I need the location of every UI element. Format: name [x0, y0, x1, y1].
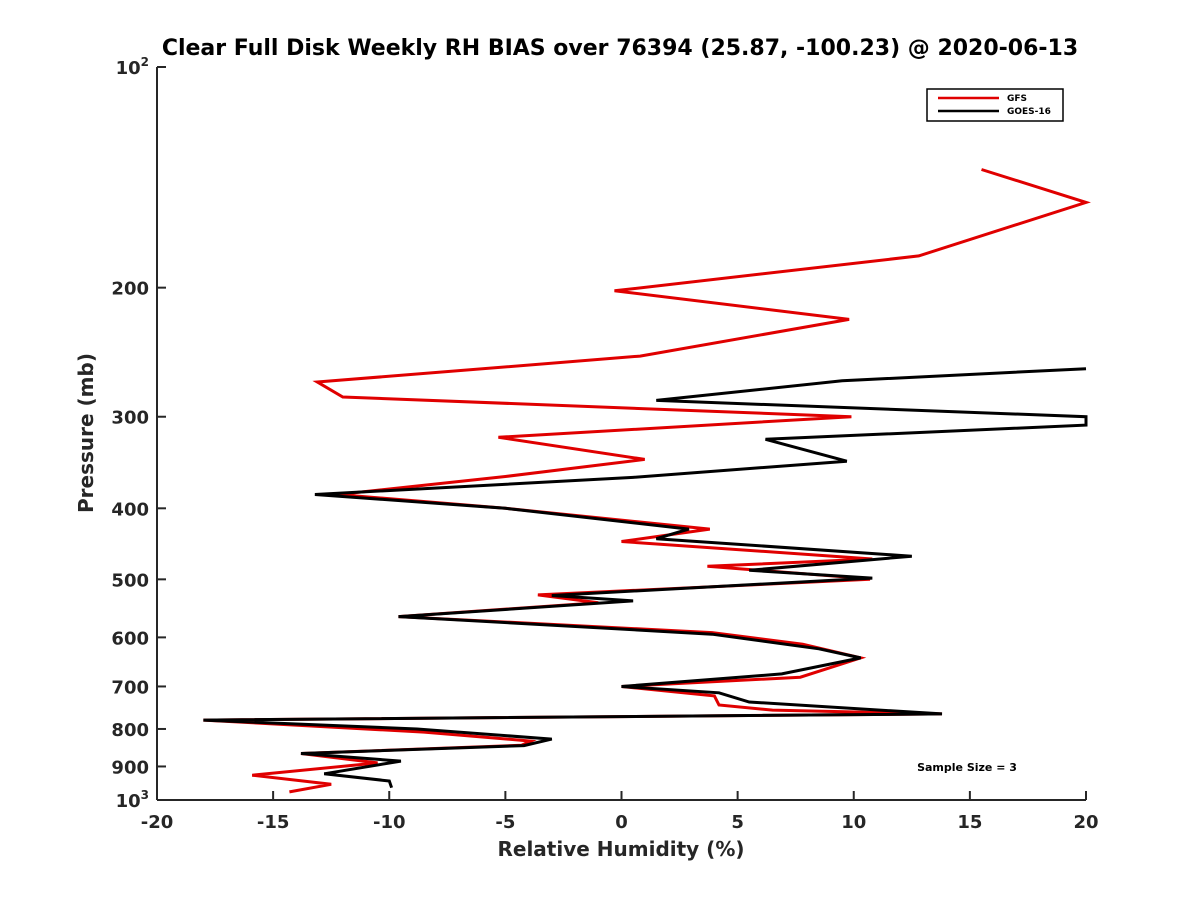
series-line-goes-16 — [203, 367, 1088, 789]
legend-box — [926, 88, 1064, 122]
x-tick-label: 0 — [615, 812, 628, 833]
x-tick-label: 10 — [841, 812, 866, 833]
x-tick-label: -15 — [257, 812, 290, 833]
x-tick-label: 15 — [957, 812, 982, 833]
x-tick-label: 5 — [731, 812, 744, 833]
plot-series — [203, 168, 1091, 794]
y-tick-label: 500 — [111, 570, 149, 591]
y-tick-label: 900 — [111, 757, 149, 778]
y-tick-label: 800 — [111, 720, 149, 741]
x-tick-label: -5 — [495, 812, 515, 833]
y-tick-label: 102 — [116, 55, 149, 79]
y-tick-label: 300 — [111, 408, 149, 429]
series-line-gfs — [203, 168, 1091, 794]
axes: -20 -15 -10 -5 0 5 10 15 20 102 200 300 400 500 600 700… — [111, 55, 1098, 833]
y-tick-label: 400 — [111, 499, 149, 520]
x-axis-label: Relative Humidity (%) — [497, 837, 744, 861]
legend: GFS GOES-16 — [926, 88, 1064, 122]
sample-size-annotation: Sample Size = 3 — [917, 761, 1017, 774]
chart-title: Clear Full Disk Weekly RH BIAS over 7639… — [162, 36, 1078, 61]
y-axis-label: Pressure (mb) — [74, 353, 98, 513]
x-tick-label: 20 — [1073, 812, 1098, 833]
y-tick-label: 600 — [111, 628, 149, 649]
legend-label: GFS — [1007, 94, 1027, 104]
y-tick-label: 700 — [111, 677, 149, 698]
x-tick-label: -20 — [141, 812, 174, 833]
legend-label: GOES-16 — [1007, 107, 1051, 117]
y-tick-label: 103 — [116, 788, 149, 812]
y-tick-label: 200 — [111, 279, 149, 300]
x-tick-label: -10 — [373, 812, 406, 833]
